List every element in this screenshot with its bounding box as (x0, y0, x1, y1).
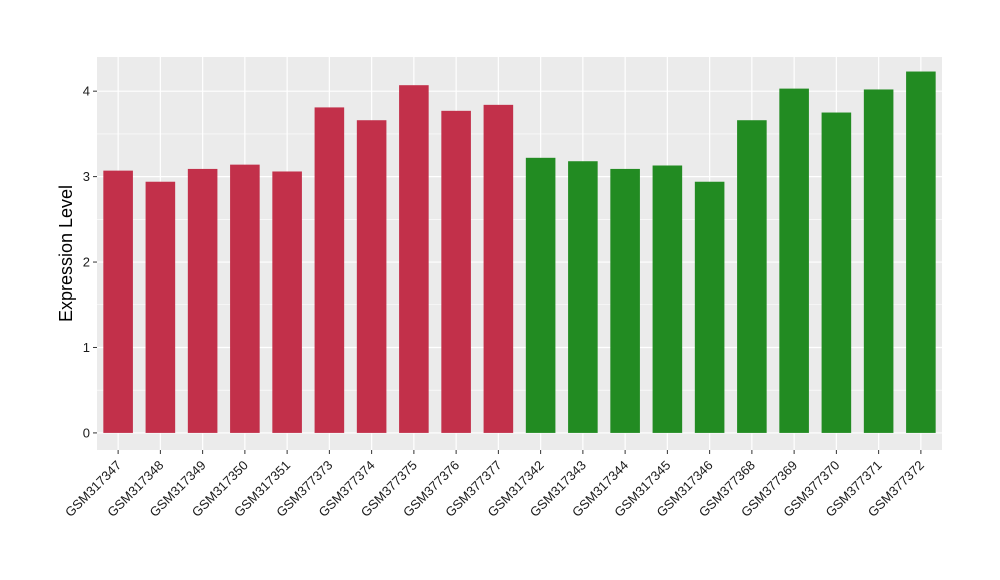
y-tick-label: 3 (83, 169, 90, 184)
bar (863, 89, 894, 433)
y-tick-label: 1 (83, 340, 90, 355)
bar (694, 181, 725, 433)
bar (610, 168, 640, 433)
bar (483, 104, 514, 433)
bar (187, 168, 218, 433)
y-tick-label: 2 (83, 255, 90, 270)
y-tick-label: 0 (83, 425, 90, 440)
y-tick-label: 4 (83, 84, 90, 99)
bar (103, 170, 133, 433)
bar (779, 88, 809, 433)
bar (441, 110, 471, 433)
bar (356, 120, 387, 433)
bar (568, 161, 598, 433)
bar (737, 120, 767, 433)
x-axis: GSM317347GSM317348GSM317349GSM317350GSM3… (62, 450, 927, 520)
bar (821, 112, 852, 433)
bar (525, 157, 556, 433)
bar (906, 71, 936, 433)
bar (314, 107, 345, 433)
y-axis: 0 1 2 3 4 (83, 84, 97, 440)
y-axis-title: Expression Level (56, 185, 76, 322)
bar (399, 85, 429, 433)
bar (230, 164, 260, 433)
bars (103, 71, 936, 433)
bar (652, 165, 683, 433)
bar (145, 181, 176, 433)
bar (272, 171, 302, 433)
plot-panel (97, 57, 942, 450)
